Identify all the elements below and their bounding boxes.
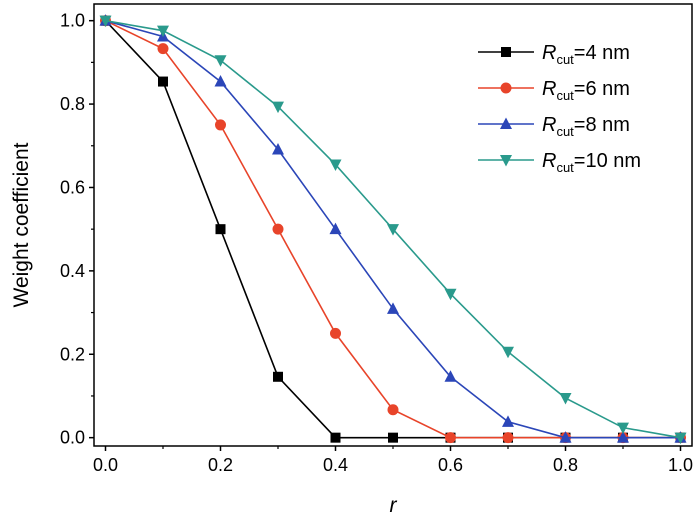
legend-label-main: R [542, 114, 556, 136]
data-point [617, 422, 629, 435]
legend-label-sub: cut [556, 124, 574, 139]
legend-label: Rcut=6 nm [542, 78, 630, 103]
series-3 [99, 15, 687, 445]
legend-label-main: R [542, 42, 556, 64]
x-tick-label: 0.8 [553, 455, 578, 475]
data-point [272, 223, 284, 235]
legend-item: Rcut=10 nm [478, 150, 641, 175]
y-tick-label: 0.8 [60, 94, 85, 114]
data-point [617, 431, 629, 443]
data-point [329, 159, 342, 172]
legend-marker [501, 47, 511, 57]
legend-label: Rcut=8 nm [542, 114, 630, 139]
legend-label-rest: =10 nm [574, 150, 641, 172]
data-point [387, 224, 399, 236]
data-point [559, 431, 572, 443]
data-point [330, 327, 341, 339]
axis-ticks: 0.0 0.2 0.4 0.6 0.8 1.0 0.0 0.2 0.4 0.6 0.8 1.0 [60, 11, 693, 475]
legend-label-sub: cut [556, 52, 574, 67]
x-tick-label: 0.4 [323, 455, 348, 475]
legend-label-main: R [542, 150, 556, 172]
x-tick-label: 0.2 [208, 455, 233, 475]
data-point [158, 76, 168, 87]
data-point [330, 432, 341, 443]
legend-label-rest: =8 nm [574, 114, 630, 136]
y-tick-label: 0.2 [60, 344, 85, 364]
legend-label: Rcut=10 nm [542, 150, 641, 175]
data-point [502, 415, 514, 427]
legend-label-sub: cut [556, 160, 574, 175]
series-2 [99, 14, 687, 443]
data-point [215, 224, 226, 235]
data-point [444, 288, 457, 301]
data-point [272, 101, 284, 114]
legend-marker [500, 117, 512, 129]
x-tick-label: 1.0 [668, 455, 693, 475]
y-tick-label: 0.6 [60, 177, 85, 197]
data-point [388, 432, 398, 443]
data-point [157, 43, 169, 55]
data-point [329, 222, 342, 235]
data-point [272, 143, 284, 155]
data-point [502, 432, 514, 444]
data-point [387, 404, 399, 416]
data-point [214, 75, 227, 87]
legend-marker [500, 155, 512, 167]
data-point [444, 370, 457, 382]
legend-label-sub: cut [556, 88, 574, 103]
data-point [215, 119, 226, 131]
y-axis-title: Weight coefficient [10, 142, 33, 307]
x-axis-title: r [390, 494, 398, 517]
x-tick-label: 0.6 [438, 455, 463, 475]
y-tick-label: 0.0 [60, 428, 85, 448]
data-point [674, 432, 687, 445]
legend-marker [500, 82, 512, 94]
data-point [559, 393, 572, 405]
legend-item: Rcut=8 nm [478, 114, 630, 139]
legend-item: Rcut=6 nm [478, 78, 630, 103]
y-tick-label: 0.4 [60, 261, 85, 281]
data-point [99, 15, 112, 28]
data-point [273, 371, 283, 382]
y-tick-label: 1.0 [60, 11, 85, 31]
data-point [157, 25, 169, 38]
series-layer [99, 14, 687, 445]
legend-label: Rcut=4 nm [542, 42, 630, 67]
data-point [445, 432, 456, 444]
legend-label-rest: =6 nm [574, 78, 630, 100]
legend-label-rest: =4 nm [574, 42, 630, 64]
data-point [214, 55, 227, 67]
legend-label-main: R [542, 78, 556, 100]
x-tick-label: 0.0 [93, 455, 118, 475]
data-point [387, 302, 399, 314]
legend-item: Rcut=4 nm [478, 42, 630, 67]
data-point [502, 346, 514, 359]
